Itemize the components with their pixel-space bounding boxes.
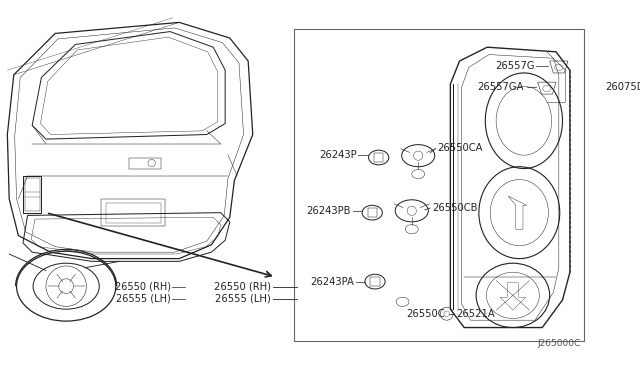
- Text: 26243PA: 26243PA: [310, 277, 354, 286]
- Bar: [294, 29, 584, 341]
- Text: 26550C: 26550C: [406, 309, 445, 319]
- Text: 26550 (RH): 26550 (RH): [115, 282, 171, 292]
- Text: 26243P: 26243P: [319, 150, 356, 160]
- Bar: [25, 178, 40, 211]
- Text: J265000C: J265000C: [538, 339, 581, 348]
- Text: 26550CA: 26550CA: [438, 143, 483, 153]
- Bar: [101, 199, 166, 227]
- Bar: [367, 208, 377, 217]
- Text: 26555 (LH): 26555 (LH): [116, 294, 171, 304]
- Text: 26557GA: 26557GA: [477, 82, 524, 92]
- Text: 26075D: 26075D: [605, 82, 640, 92]
- Bar: [129, 157, 161, 169]
- Bar: [23, 176, 42, 213]
- Text: 26550 (RH): 26550 (RH): [214, 282, 271, 292]
- Text: 26557G: 26557G: [495, 61, 535, 71]
- Bar: [106, 202, 161, 223]
- Text: 26555 (LH): 26555 (LH): [216, 294, 271, 304]
- Bar: [374, 153, 383, 162]
- Text: 26243PB: 26243PB: [307, 206, 351, 216]
- Text: 26550CB: 26550CB: [432, 203, 477, 213]
- Text: 26521A: 26521A: [456, 309, 495, 319]
- Bar: [371, 277, 380, 286]
